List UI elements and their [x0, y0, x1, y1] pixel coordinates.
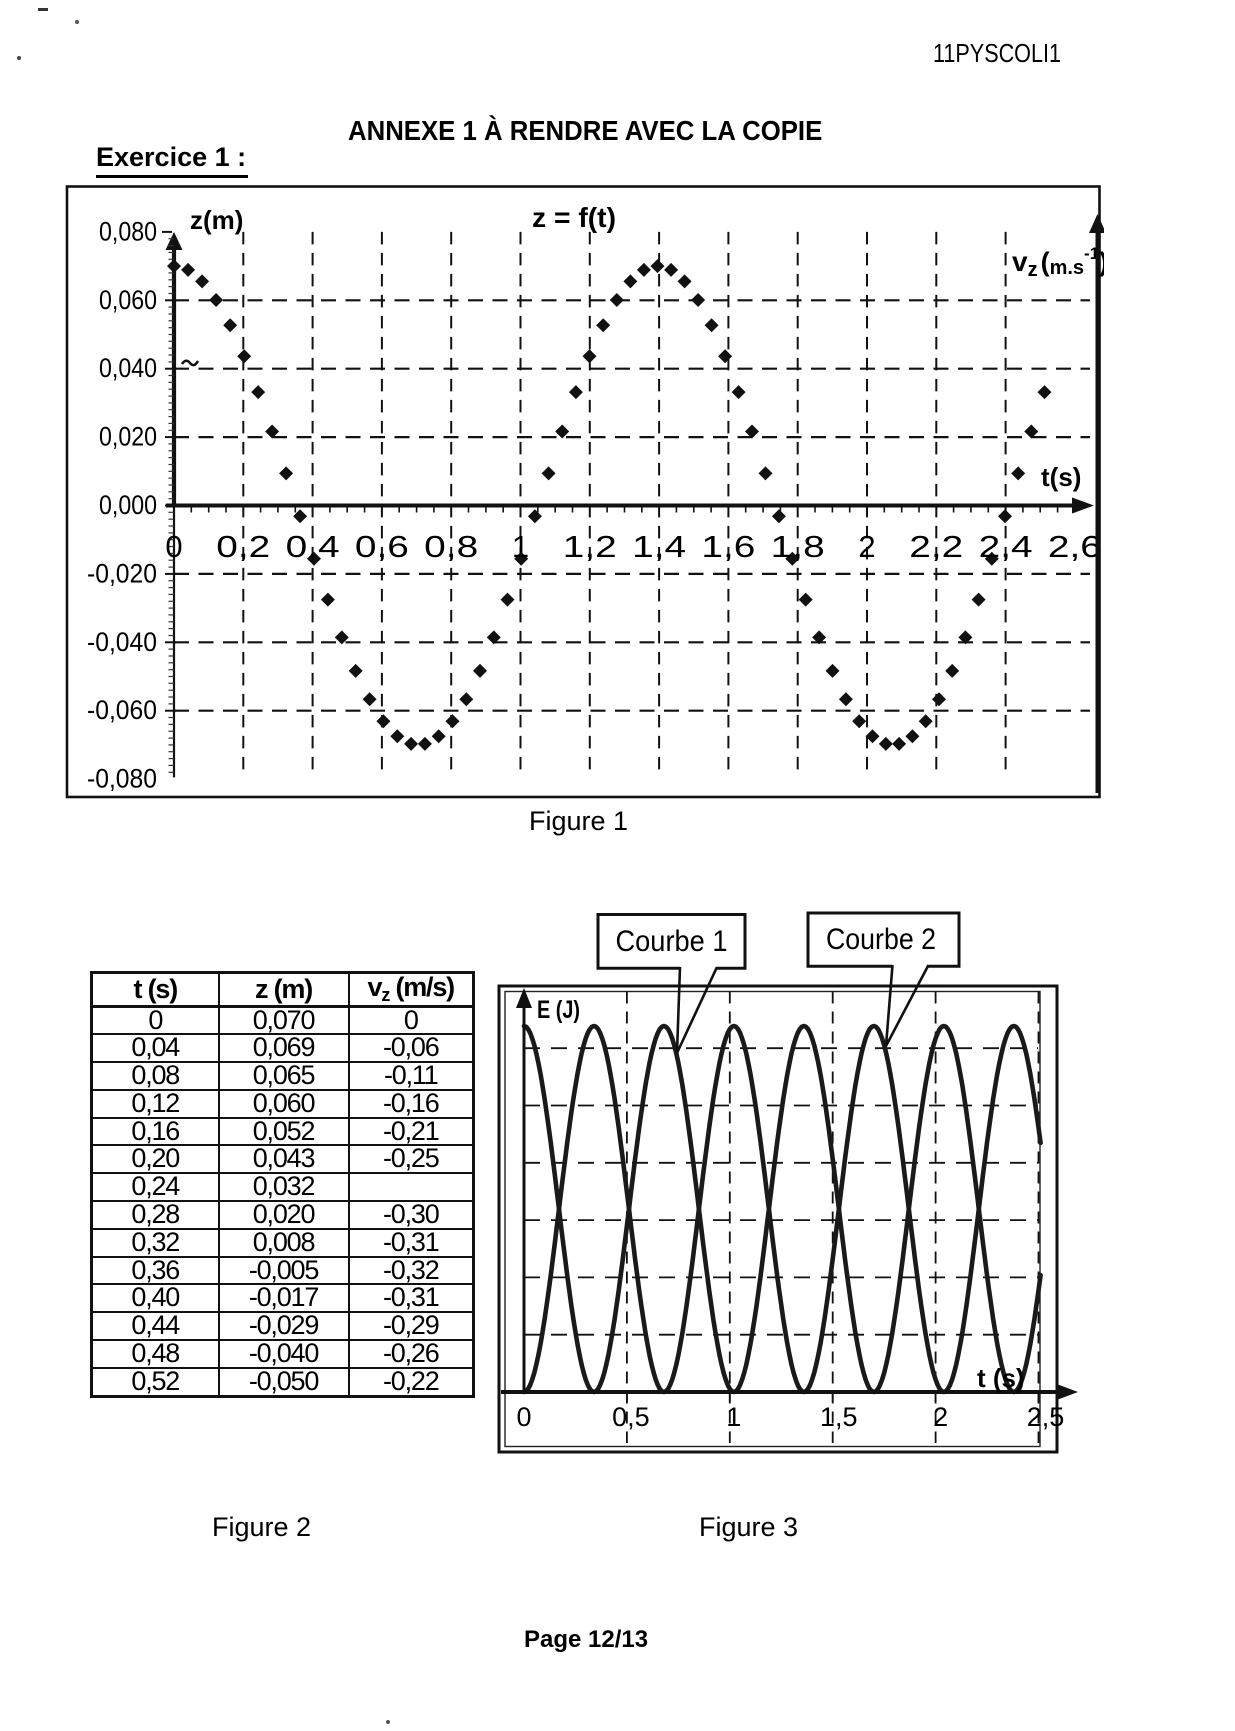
svg-text:2,2: 2,2 [909, 529, 963, 564]
svg-text:0,4: 0,4 [286, 529, 340, 564]
svg-text:-0,060: -0,060 [87, 695, 157, 725]
svg-text:0,5: 0,5 [612, 1402, 650, 1432]
svg-text:1: 1 [512, 529, 529, 564]
svg-text:z(m): z(m) [190, 205, 243, 235]
svg-text:t (s): t (s) [977, 1363, 1025, 1393]
svg-text:z = f(t): z = f(t) [532, 202, 616, 233]
svg-text:E (J): E (J) [537, 996, 580, 1024]
svg-text:vz(m.s-1): vz(m.s-1) [1012, 244, 1104, 281]
svg-text:0,020: 0,020 [99, 422, 157, 452]
svg-text:2: 2 [858, 529, 875, 564]
svg-text:1,2: 1,2 [563, 529, 617, 564]
svg-text:1,6: 1,6 [701, 529, 755, 564]
svg-text:-0,020: -0,020 [87, 558, 157, 588]
svg-text:1,4: 1,4 [632, 529, 686, 564]
svg-text:0,040: 0,040 [99, 353, 157, 383]
svg-text:1,8: 1,8 [771, 529, 825, 564]
svg-text:0,8: 0,8 [424, 529, 478, 564]
svg-text:0,000: 0,000 [99, 490, 157, 520]
svg-text:2,6: 2,6 [1048, 529, 1102, 564]
svg-text:2: 2 [933, 1402, 948, 1432]
svg-text:t(s): t(s) [1041, 462, 1081, 492]
svg-text:-0,040: -0,040 [87, 627, 157, 657]
svg-text:0,6: 0,6 [355, 529, 409, 564]
svg-text:-0,080: -0,080 [87, 764, 157, 794]
svg-text:0: 0 [165, 529, 182, 564]
svg-text:0,2: 0,2 [216, 529, 270, 564]
svg-text:0,060: 0,060 [99, 285, 157, 315]
svg-text:2,4: 2,4 [979, 529, 1033, 564]
svg-text:0: 0 [516, 1402, 531, 1432]
svg-text:1,5: 1,5 [820, 1402, 858, 1432]
svg-text:2,5: 2,5 [1027, 1402, 1065, 1432]
svg-text:0,080: 0,080 [99, 216, 157, 246]
svg-text:1: 1 [726, 1402, 741, 1432]
svg-text:Courbe 2: Courbe 2 [826, 923, 936, 956]
svg-text:Courbe 1: Courbe 1 [616, 925, 728, 958]
